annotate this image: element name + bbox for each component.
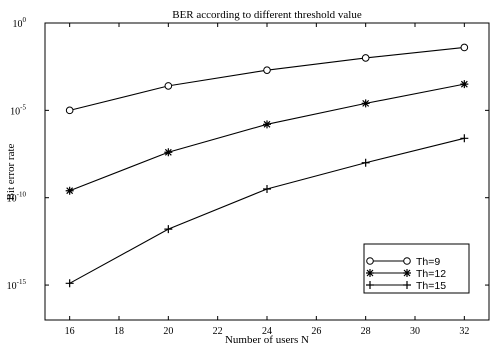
plus-marker-stroke <box>366 281 374 289</box>
legend-marker-3-end <box>403 281 411 289</box>
series-2-point-3 <box>263 120 271 129</box>
plus-marker-stroke <box>263 184 271 193</box>
y-axis-label: Bit error rate <box>5 143 17 200</box>
x-tick-label: 32 <box>459 326 469 337</box>
legend-label-1: Th=9 <box>416 256 440 268</box>
star-marker-stroke <box>164 148 173 157</box>
series-1-point-5 <box>460 43 469 52</box>
star-marker-stroke <box>65 186 74 195</box>
plus-marker-stroke <box>164 225 173 234</box>
series-3-point-1 <box>65 279 74 288</box>
series-2-point-5 <box>460 80 469 89</box>
x-tick-label: 30 <box>410 326 420 337</box>
plus-marker-stroke <box>361 158 370 167</box>
y-tick-label: 100 <box>13 16 27 30</box>
x-tick-label: 26 <box>311 326 321 337</box>
star-marker-stroke <box>460 80 469 89</box>
y-tick-label: 10-15 <box>7 278 27 292</box>
series-1-point-4 <box>361 54 370 62</box>
x-tick-label: 18 <box>114 326 124 337</box>
x-tick-label: 22 <box>213 326 223 337</box>
plus-marker-stroke <box>65 279 74 288</box>
y-tick-label: 10-5 <box>10 103 26 117</box>
y-tick-label: 10-10 <box>7 191 27 205</box>
x-tick-label: 24 <box>262 326 272 337</box>
star-marker-stroke <box>403 269 411 277</box>
legend-marker-1-start <box>366 257 374 265</box>
legend-marker-2-start <box>366 269 374 277</box>
star-marker-stroke <box>361 99 370 108</box>
series-2-point-1 <box>65 186 74 195</box>
series-1-point-1 <box>65 106 74 115</box>
star-marker-stroke <box>263 120 271 129</box>
series-3-point-3 <box>263 184 271 193</box>
star-marker-stroke <box>366 269 374 277</box>
x-tick-label: 20 <box>163 326 173 337</box>
legend-label-2: Th=12 <box>416 268 446 280</box>
plus-marker-stroke <box>403 281 411 289</box>
x-tick-label: 28 <box>361 326 371 337</box>
series-2-point-4 <box>361 99 370 108</box>
legend-marker-1-end <box>403 257 411 265</box>
series-3-point-5 <box>460 134 469 143</box>
series-1-point-2 <box>164 82 173 90</box>
chart-title: BER according to different threshold val… <box>172 9 362 21</box>
x-tick-label: 16 <box>65 326 75 337</box>
x-axis-ticks: 16 18 20 22 24 26 28 30 32 <box>65 23 469 337</box>
series-3-point-2 <box>164 225 173 234</box>
plus-marker-stroke <box>460 134 469 143</box>
legend-label-3: Th=15 <box>416 280 446 292</box>
series-1-point-3 <box>263 66 271 74</box>
legend-marker-3-start <box>366 281 374 289</box>
x-axis-label: Number of users N <box>225 334 309 346</box>
y-axis-ticks: 100 10-5 10-10 10-15 <box>7 16 489 292</box>
series-3-point-4 <box>361 158 370 167</box>
legend-marker-2-end <box>403 269 411 277</box>
series-2-point-2 <box>164 148 173 157</box>
series-layer <box>65 43 469 288</box>
